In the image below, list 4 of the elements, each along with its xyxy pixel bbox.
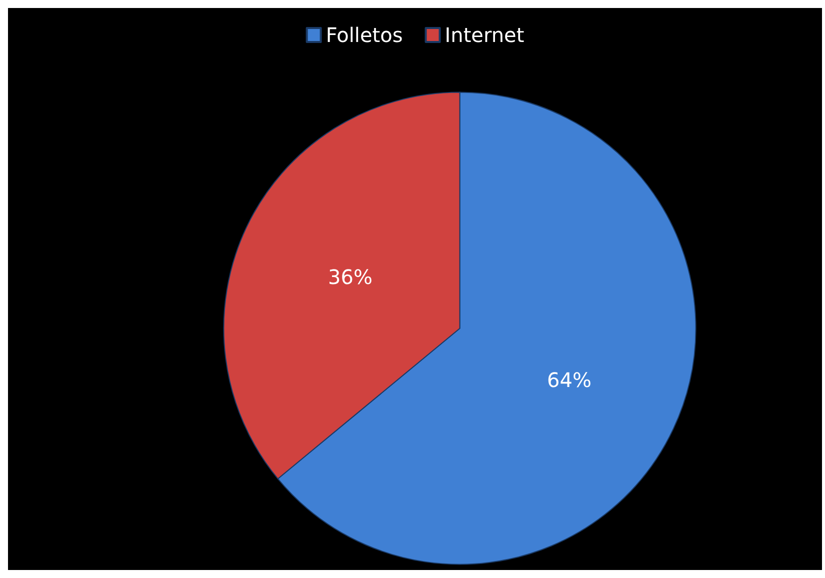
data-label: 64% <box>547 368 592 392</box>
legend-label: Folletos <box>326 23 403 47</box>
legend-label: Internet <box>444 23 524 47</box>
data-label: 36% <box>328 264 372 289</box>
